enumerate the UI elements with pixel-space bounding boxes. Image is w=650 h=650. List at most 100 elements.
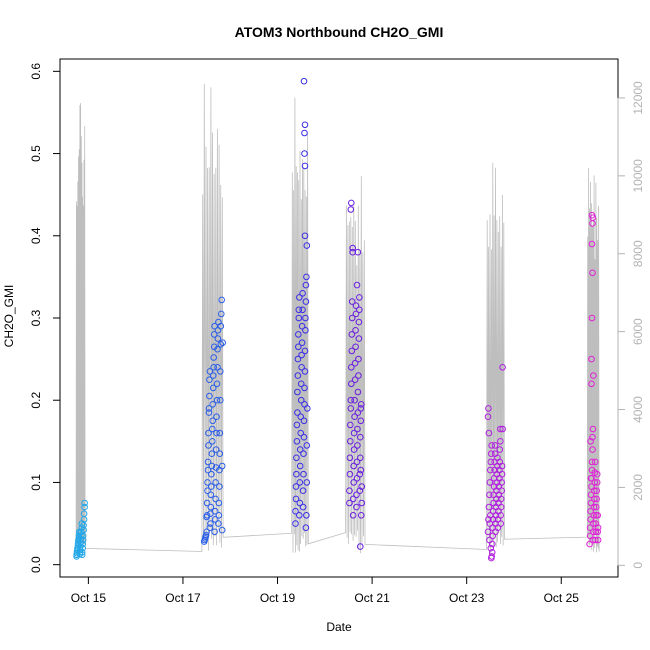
data-point (217, 341, 225, 348)
data-point (209, 438, 216, 445)
data-point (357, 417, 365, 425)
data-point (294, 355, 302, 363)
data-point (486, 479, 494, 486)
data-point (295, 343, 302, 351)
data-point (590, 512, 598, 519)
data-point (213, 429, 220, 437)
data-point (203, 512, 211, 519)
data-point (351, 376, 359, 384)
data-point (486, 536, 493, 544)
data-point (209, 417, 216, 425)
data-point (205, 429, 212, 437)
data-point (295, 314, 303, 322)
data-point (347, 438, 354, 445)
data-point (347, 405, 355, 412)
data-point (300, 77, 308, 85)
data-point (348, 199, 355, 207)
data-point (297, 429, 305, 437)
data-point (346, 499, 353, 507)
data-point (203, 499, 211, 507)
data-point (351, 396, 358, 404)
data-point (590, 528, 597, 536)
data-point (358, 483, 366, 490)
data-point (292, 507, 299, 515)
data-point (352, 327, 359, 334)
data-point (299, 290, 306, 297)
data-point (352, 302, 360, 310)
data-point (357, 543, 364, 550)
data-point (484, 528, 492, 536)
data-point (488, 554, 495, 562)
data-point (213, 396, 221, 404)
y2-tick-label: 10000 (631, 159, 645, 193)
data-point (351, 413, 358, 421)
data-point (205, 409, 213, 416)
data-point (589, 433, 596, 441)
data-point (79, 544, 86, 552)
data-point (303, 442, 311, 449)
data-point (203, 528, 210, 536)
data-point (296, 499, 304, 507)
data-point (588, 211, 596, 219)
data-point (591, 479, 599, 486)
data-point (213, 380, 221, 388)
data-point (355, 372, 362, 379)
y-tick-label: 0.2 (29, 392, 43, 409)
data-point (593, 487, 601, 495)
data-point (485, 516, 492, 523)
data-point (293, 454, 300, 462)
data-point (357, 433, 364, 441)
data-point (208, 450, 216, 458)
data-point (353, 503, 360, 511)
data-point (296, 512, 303, 519)
data-point (214, 335, 222, 342)
data-point (292, 483, 300, 490)
data-point (357, 401, 365, 408)
data-point (353, 281, 361, 289)
data-point (356, 487, 364, 495)
data-point (497, 520, 505, 527)
data-point (356, 294, 363, 301)
data-point (590, 520, 597, 527)
data-point (485, 503, 493, 511)
y-tick-label: 0.6 (29, 63, 43, 80)
x-tick-label: Oct 17 (165, 591, 201, 605)
data-point (354, 248, 362, 256)
data-point (354, 442, 361, 449)
data-point (499, 425, 506, 433)
data-point (586, 524, 594, 532)
data-point (591, 487, 598, 495)
data-point (302, 298, 310, 305)
data-point (348, 331, 356, 338)
data-point (589, 269, 596, 277)
data-point (298, 364, 305, 371)
data-point (294, 372, 302, 379)
data-point (218, 310, 225, 318)
data-point (301, 232, 309, 240)
data-point (357, 466, 365, 474)
data-point (296, 479, 304, 486)
chart-title: ATOM3 Northbound CH2O_GMI (235, 24, 444, 40)
y2-tick-label: 12000 (631, 81, 645, 115)
y2-tick-label: 8000 (631, 240, 645, 267)
y2-tick-label: 6000 (631, 318, 645, 345)
data-point (488, 450, 495, 458)
data-point (487, 466, 494, 474)
data-point (303, 242, 311, 249)
data-point (588, 314, 596, 322)
data-point (349, 512, 357, 519)
data-point (355, 335, 363, 342)
data-point (298, 339, 306, 347)
data-point (301, 121, 309, 129)
data-point (293, 470, 300, 478)
data-point (348, 298, 356, 305)
x-tick-label: Oct 21 (354, 591, 390, 605)
data-point (347, 396, 355, 404)
data-point (79, 540, 86, 548)
data-point (213, 413, 220, 421)
data-point (353, 491, 360, 499)
y-tick-label: 0.1 (29, 474, 43, 491)
data-point (292, 520, 299, 527)
data-point (588, 458, 596, 466)
